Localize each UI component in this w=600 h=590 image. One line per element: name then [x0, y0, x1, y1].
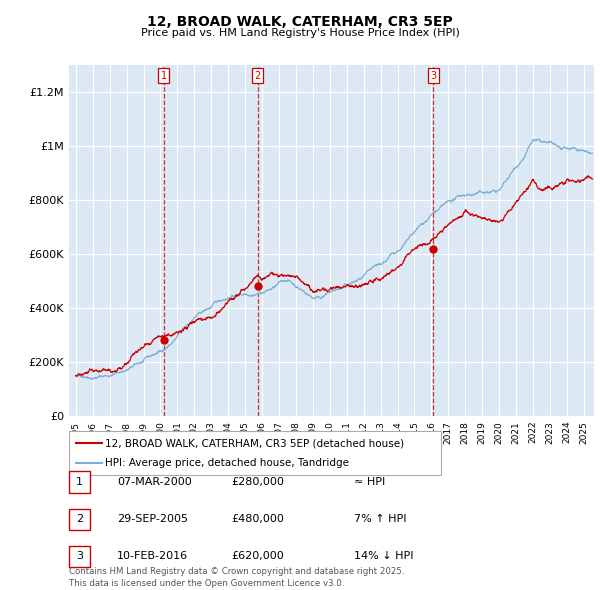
Text: 07-MAR-2000: 07-MAR-2000 — [117, 477, 192, 487]
Text: £620,000: £620,000 — [231, 552, 284, 561]
Text: 3: 3 — [76, 552, 83, 561]
Text: 1: 1 — [161, 71, 167, 81]
Text: 14% ↓ HPI: 14% ↓ HPI — [354, 552, 413, 561]
Text: £280,000: £280,000 — [231, 477, 284, 487]
Text: 2: 2 — [254, 71, 261, 81]
Text: Contains HM Land Registry data © Crown copyright and database right 2025.
This d: Contains HM Land Registry data © Crown c… — [69, 567, 404, 588]
Text: HPI: Average price, detached house, Tandridge: HPI: Average price, detached house, Tand… — [105, 458, 349, 468]
Text: 29-SEP-2005: 29-SEP-2005 — [117, 514, 188, 524]
Text: 10-FEB-2016: 10-FEB-2016 — [117, 552, 188, 561]
Text: ≈ HPI: ≈ HPI — [354, 477, 385, 487]
Text: 3: 3 — [430, 71, 436, 81]
Text: 12, BROAD WALK, CATERHAM, CR3 5EP (detached house): 12, BROAD WALK, CATERHAM, CR3 5EP (detac… — [105, 438, 404, 448]
Text: £480,000: £480,000 — [231, 514, 284, 524]
Text: 1: 1 — [76, 477, 83, 487]
Text: 2: 2 — [76, 514, 83, 524]
Text: Price paid vs. HM Land Registry's House Price Index (HPI): Price paid vs. HM Land Registry's House … — [140, 28, 460, 38]
Text: 12, BROAD WALK, CATERHAM, CR3 5EP: 12, BROAD WALK, CATERHAM, CR3 5EP — [147, 15, 453, 29]
Text: 7% ↑ HPI: 7% ↑ HPI — [354, 514, 407, 524]
